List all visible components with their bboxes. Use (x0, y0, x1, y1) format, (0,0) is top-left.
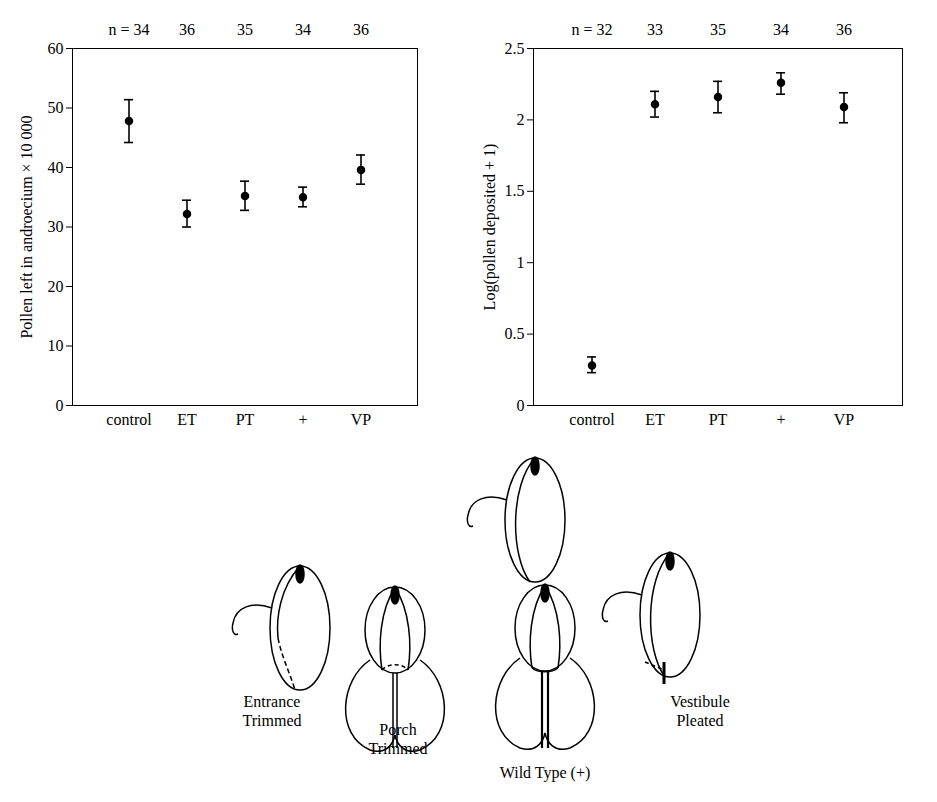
svg-text:PT: PT (236, 411, 255, 428)
svg-text:36: 36 (179, 21, 195, 38)
svg-text:control: control (569, 411, 615, 428)
svg-text:Wild Type (+): Wild Type (+) (500, 764, 591, 782)
svg-text:2.5: 2.5 (505, 40, 525, 57)
svg-text:VP: VP (351, 411, 372, 428)
svg-text:n = 32: n = 32 (571, 21, 612, 38)
svg-text:1.5: 1.5 (505, 182, 525, 199)
svg-text:34: 34 (773, 21, 789, 38)
svg-text:n = 34: n = 34 (108, 21, 149, 38)
svg-text:0: 0 (517, 397, 525, 414)
svg-text:33: 33 (647, 21, 663, 38)
svg-text:36: 36 (836, 21, 852, 38)
svg-text:EntranceTrimmed: EntranceTrimmed (243, 693, 302, 729)
svg-text:PT: PT (709, 411, 728, 428)
svg-text:PorchTrimmed: PorchTrimmed (369, 721, 428, 757)
svg-text:0: 0 (56, 397, 64, 414)
svg-text:ET: ET (177, 411, 197, 428)
svg-text:34: 34 (295, 21, 311, 38)
svg-text:35: 35 (237, 21, 253, 38)
svg-text:30: 30 (48, 218, 64, 235)
svg-text:40: 40 (48, 159, 64, 176)
svg-text:+: + (298, 411, 307, 428)
svg-text:1: 1 (517, 254, 525, 271)
svg-text:2: 2 (517, 111, 525, 128)
svg-text:Log(pollen deposited + 1): Log(pollen deposited + 1) (481, 144, 499, 311)
svg-text:+: + (776, 411, 785, 428)
svg-text:50: 50 (48, 99, 64, 116)
svg-text:36: 36 (353, 21, 369, 38)
svg-text:ET: ET (645, 411, 665, 428)
svg-text:0.5: 0.5 (505, 325, 525, 342)
svg-text:20: 20 (48, 278, 64, 295)
svg-text:Pollen left in androecium × 10: Pollen left in androecium × 10 000 (18, 115, 35, 338)
svg-text:60: 60 (48, 40, 64, 57)
svg-text:control: control (106, 411, 152, 428)
svg-text:10: 10 (48, 337, 64, 354)
svg-text:VP: VP (834, 411, 855, 428)
svg-text:VestibulePleated: VestibulePleated (670, 693, 730, 729)
svg-text:35: 35 (710, 21, 726, 38)
